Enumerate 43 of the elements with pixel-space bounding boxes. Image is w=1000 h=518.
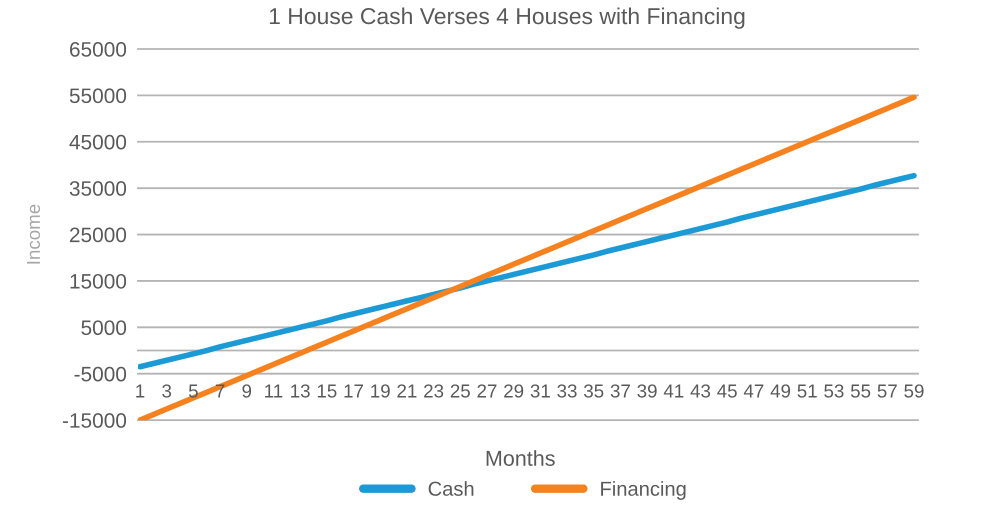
x-tick-label: 1: [136, 384, 144, 398]
y-tick-label: -15000: [62, 413, 126, 428]
x-tick-label: 11: [265, 384, 282, 398]
y-tick-label: 65000: [70, 42, 126, 57]
y-tick-label: 25000: [70, 228, 126, 242]
x-axis-title: Months: [486, 450, 555, 466]
x-tick-label: 13: [291, 384, 310, 398]
x-tick-label: 35: [584, 384, 604, 398]
y-axis-title: Income: [26, 204, 40, 264]
x-tick-label: 25: [450, 384, 470, 398]
y-tick-label: 5000: [81, 320, 126, 336]
x-tick-label: 57: [878, 384, 897, 398]
x-tick-label: 33: [557, 384, 577, 398]
x-tick-label: 43: [690, 384, 710, 398]
x-tick-label: 19: [371, 384, 390, 398]
x-tick-label: 9: [242, 384, 252, 398]
x-tick-label: 21: [397, 384, 416, 398]
x-tick-label: 51: [798, 384, 817, 398]
x-tick-label: 49: [770, 384, 790, 398]
x-tick-label: 45: [717, 384, 737, 398]
x-tick-label: 39: [637, 384, 657, 398]
x-tick-label: 59: [904, 384, 924, 398]
x-tick-label: 53: [824, 384, 844, 398]
x-tick-label: 41: [664, 384, 684, 398]
x-tick-label: 47: [744, 384, 764, 398]
y-tick-label: 55000: [70, 88, 126, 104]
x-tick-label: 29: [504, 384, 524, 398]
y-tick-label: -5000: [74, 366, 126, 382]
x-tick-label: 27: [477, 384, 496, 398]
legend-label: Cash: [428, 481, 474, 496]
x-tick-label: 5: [188, 384, 198, 398]
legend-label: Financing: [601, 481, 686, 500]
x-tick-label: 15: [318, 384, 336, 398]
x-tick-label: 37: [610, 384, 630, 398]
x-tick-label: 17: [344, 384, 364, 398]
y-tick-label: 35000: [70, 181, 126, 196]
x-tick-label: 23: [424, 384, 444, 398]
x-tick-label: 31: [530, 384, 550, 398]
x-tick-label: 3: [162, 384, 172, 398]
chart-title: 1 House Cash Verses 4 Houses with Financing: [270, 7, 744, 29]
y-tick-label: 15000: [70, 274, 126, 289]
y-tick-label: 45000: [69, 134, 126, 150]
x-tick-label: 55: [850, 384, 870, 398]
